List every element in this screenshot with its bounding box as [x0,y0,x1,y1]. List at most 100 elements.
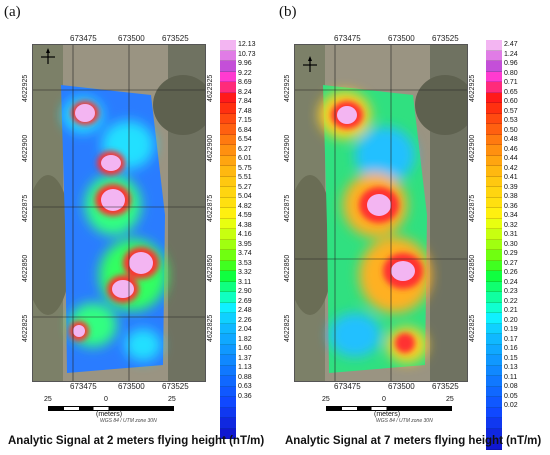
panel-a-colorbar-label: 6.27 [238,145,252,153]
panel-b-colorbar-label: 0.38 [504,193,518,200]
panel-b-colorbar-label: 0.36 [504,202,518,210]
panel-b-projection: WGS 84 / UTM zone 30N [376,418,433,424]
panel-a-colorbar-label: 2.48 [238,307,252,314]
north-arrow-icon [41,48,55,64]
scale-unit: (meters) [96,411,123,418]
panel-b-colorbar-label: 0.19 [504,326,518,333]
panel-b-left-tick: 4622875 [284,194,291,222]
panel-b-colorbar-label: 0.53 [504,117,518,124]
panel-b-colorbar-swatch [486,428,502,439]
panel-b-colorbar-label: 0.41 [504,174,518,181]
panel-b-colorbar-swatch [486,92,502,103]
panel-b-right-tick: 4622900 [469,134,476,162]
panel-a-signal-overlay [61,85,167,373]
panel-a-colorbar-swatch [220,103,236,114]
panel-b-colorbar-label: 0.96 [504,60,518,67]
panel-b-colorbar-swatch [486,61,502,72]
panel-a-colorbar-swatch [220,313,236,324]
panel-b-colorbar-label: 0.16 [504,345,518,352]
panel-b-colorbar-label: 0.42 [504,164,518,172]
panel-a-colorbar-label: 0.88 [238,373,252,381]
panel-a-top-tick: 673500 [118,34,145,43]
scale-bar-graphic [326,406,452,411]
panel-a-colorbar-swatch [220,281,236,292]
panel-a-colorbar-label: 4.82 [238,202,252,210]
panel-b-colorbar-swatch [486,397,502,408]
panel-b-right-tick: 4622925 [469,74,476,102]
panel-a-caption: Analytic Signal at 2 meters flying heigh… [8,435,265,447]
panel-a-projection: WGS 84 / UTM zone 30N [100,418,157,424]
panel-b-colorbar-swatch [486,40,502,51]
panel-a-colorbar-swatch [220,397,236,408]
panel-a-colorbar-label: 4.59 [238,212,252,219]
panel-b-colorbar-swatch [486,344,502,355]
panel-a-colorbar-label: 8.69 [238,79,252,86]
panel-a-colorbar-label: 7.15 [238,117,252,124]
scale-bar-graphic [48,406,174,411]
panel-b-colorbar-label: 0.71 [504,79,518,86]
panel-b-colorbar-label: 0.05 [504,392,518,400]
panel-b-colorbar-label: 0.08 [504,383,518,390]
panel-b-colorbar-swatch [486,176,502,187]
panel-b-colorbar-label: 0.34 [504,212,518,219]
panel-a-colorbar-swatch [220,124,236,135]
panel-b-colorbar-swatch [486,281,502,292]
panel-a-colorbar-swatch [220,208,236,219]
panel-b-right-tick: 4622825 [469,314,476,342]
panel-a-colorbar-swatch [220,323,236,334]
panel-a-colorbar-label: 1.13 [238,364,252,371]
panel-a-right-tick: 4622825 [207,314,214,342]
panel-b-colorbar-swatch [486,386,502,397]
scale-tick: 0 [104,396,108,403]
panel-b-colorbar-swatch [486,113,502,124]
panel-b-colorbar-label: 0.31 [504,231,518,238]
panel-a-colorbar-swatch [220,376,236,387]
panel-b-colorbar-label: 0.30 [504,240,518,248]
scale-tick: 25 [446,396,454,403]
panel-a-colorbar-label: 3.95 [238,240,252,248]
panel-b-colorbar-swatch [486,208,502,219]
panel-a-colorbar-swatch [220,334,236,345]
panel-b-colorbar-swatch [486,260,502,271]
panel-a-colorbar-label: 7.48 [238,107,252,115]
panel-a-colorbar-label: 7.84 [238,98,252,105]
panel-a-colorbar-swatch [220,155,236,166]
panel-a-colorbar-label: 6.84 [238,126,252,134]
panel-b-right-tick: 4622850 [469,254,476,282]
panel-a-colorbar-label: 12.13 [238,41,256,48]
panel-b-colorbar-swatch [486,323,502,334]
scale-tick: 25 [322,396,330,403]
panel-b-left-tick: 4622825 [284,314,291,342]
panel-a-colorbar-label: 3.11 [238,278,252,286]
panel-b-colorbar-swatch [486,239,502,250]
panel-b-colorbar-swatch [486,145,502,156]
panel-b-left-tick: 4622900 [284,134,291,162]
panel-b-colorbar [486,40,502,450]
panel-b-colorbar-swatch [486,187,502,198]
panel-b-colorbar-swatch [486,418,502,429]
panel-a-right-tick: 4622925 [207,74,214,102]
panel-b-colorbar-swatch [486,292,502,303]
panel-b-colorbar-label: 0.11 [504,373,518,381]
panel-a-colorbar-swatch [220,92,236,103]
panel-a-satellite-image [33,45,205,381]
panel-a-colorbar-swatch [220,82,236,93]
panel-a-top-tick: 673475 [70,34,97,43]
panel-a-colorbar-label: 2.90 [238,288,252,295]
panel-a-left-tick: 4622925 [22,74,29,102]
panel-b-colorbar-swatch [486,166,502,177]
panel-a-colorbar-label: 0.36 [238,392,252,400]
panel-b-colorbar-swatch [486,376,502,387]
panel-a-colorbar-swatch [220,229,236,240]
panel-b-colorbar-label: 1.24 [504,50,518,58]
panel-a-colorbar-label: 10.73 [238,50,256,58]
panel-a-top-tick: 673525 [162,34,189,43]
panel-a-colorbar-swatch [220,71,236,82]
panel-a-colorbar-swatch [220,418,236,429]
panel-a-left-tick: 4622850 [22,254,29,282]
panel-a-colorbar-swatch [220,145,236,156]
panel-b-colorbar-swatch [486,229,502,240]
panel-b-bottom-tick: 673500 [388,382,415,391]
panel-a-colorbar-swatch [220,428,236,439]
panel-b-colorbar-label: 0.60 [504,98,518,105]
